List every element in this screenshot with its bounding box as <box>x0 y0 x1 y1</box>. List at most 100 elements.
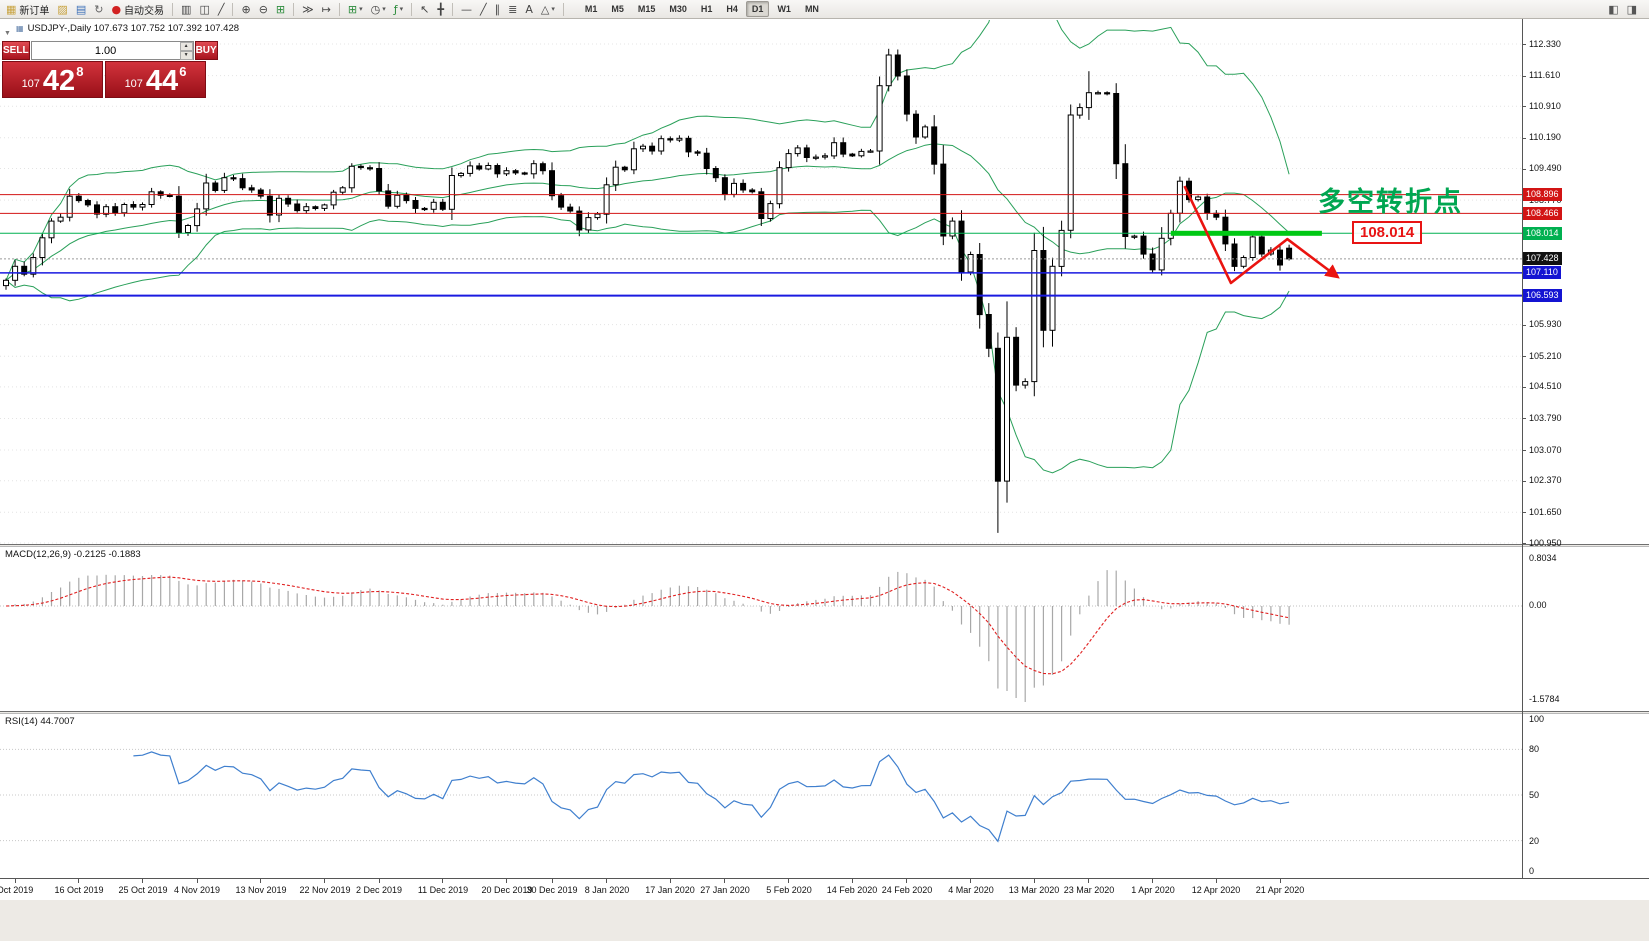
timeframe-group: M1 M5 M15 M30 H1 H4 D1 W1 MN <box>578 1 826 17</box>
toolbar-separator <box>232 2 234 16</box>
cursor-tool-button[interactable]: ↖ <box>417 1 432 17</box>
tile-windows-button[interactable]: ⊞ <box>273 1 288 17</box>
one-click-trading-panel: SELL ▲ ▼ BUY 107 42 8 107 44 6 <box>2 41 218 98</box>
window-bottom-area <box>0 900 1649 941</box>
window-right-layout-button[interactable]: ◨ <box>1624 1 1640 17</box>
crosshair-tool-button[interactable]: ╋ <box>434 1 447 17</box>
sell-price-button[interactable]: 107 42 8 <box>2 61 103 98</box>
chart-shift-button[interactable]: ↦ <box>319 1 334 17</box>
text-tool-button[interactable]: A <box>522 1 536 17</box>
data-window-button-icon: ▤ <box>75 2 87 16</box>
timeframe-button-h4[interactable]: H4 <box>726 4 738 14</box>
auto-trading-button[interactable]: ● 自动交易 <box>111 2 165 17</box>
rsi-axis-label: 100 <box>1529 714 1545 724</box>
cursor-tool-button-icon: ↖ <box>420 2 430 16</box>
toolbar-right-group: ◧ ◨ <box>1604 1 1641 17</box>
price-axis[interactable]: 112.330111.610110.910110.190109.490108.7… <box>1522 0 1649 900</box>
timeframe-button-m5[interactable]: M5 <box>611 4 624 14</box>
refresh-button[interactable]: ↻ <box>91 1 106 17</box>
horizontal-line-tool-button[interactable]: — <box>458 1 475 17</box>
timeframe-button-m15[interactable]: M15 <box>637 4 656 14</box>
time-axis[interactable]: Oct 2019 16 Oct 2019 25 Oct 2019 4 Nov 2019… <box>0 878 1649 900</box>
timeframe-button-m30[interactable]: M30 <box>669 4 687 14</box>
shapes-tool-dropdown-icon: △ <box>540 2 550 16</box>
window-left-layout-button[interactable]: ◧ <box>1605 1 1621 17</box>
rsi-indicator <box>0 748 1522 843</box>
zoom-in-button[interactable]: ⊕ <box>238 1 253 17</box>
chevron-down-icon: ▾ <box>399 6 404 13</box>
sell-button[interactable]: SELL <box>2 41 30 60</box>
pane-separator-rsi[interactable] <box>0 711 1649 714</box>
trendline-tool-button[interactable]: ╱ <box>477 1 490 17</box>
time-axis-label: 12 Apr 2020 <box>1191 885 1241 895</box>
price-axis-label: 110.190 <box>1529 132 1561 142</box>
data-window-button[interactable]: ▤ <box>73 1 89 17</box>
price-label-annotation[interactable]: 108.014 <box>1352 221 1423 244</box>
price-badge-108.896: 108.896 <box>1523 188 1562 201</box>
bar-chart-type-button[interactable]: ▥ <box>178 1 194 17</box>
price-axis-label: 101.650 <box>1529 507 1562 517</box>
price-axis-label: 104.510 <box>1529 381 1562 391</box>
period-dropdown[interactable]: ◷ ▾ <box>368 1 389 17</box>
time-axis-label: 30 Dec 2019 <box>526 885 578 895</box>
buy-button[interactable]: BUY <box>194 41 218 60</box>
fibonacci-tool-button-icon: ≣ <box>508 2 518 16</box>
timeframe-button-m1[interactable]: M1 <box>584 4 598 14</box>
time-axis-label: 25 Oct 2019 <box>118 885 168 895</box>
volume-input[interactable] <box>31 42 180 59</box>
shapes-tool-dropdown[interactable]: △ ▾ <box>538 1 558 17</box>
candlestick-series <box>3 48 1293 533</box>
timeframe-button-mn[interactable]: MN <box>804 4 819 14</box>
timeframe-button-d1[interactable]: D1 <box>745 1 770 17</box>
price-axis-label: 105.930 <box>1529 319 1562 329</box>
rsi-axis-label: 80 <box>1529 744 1540 754</box>
buy-price-big: 44 <box>145 65 179 98</box>
charts-profile-button-icon: ▨ <box>57 2 68 16</box>
time-axis-label: 27 Jan 2020 <box>700 885 750 895</box>
one-click-collapse-toggle[interactable]: ▼ <box>4 30 11 37</box>
chevron-down-icon: ▾ <box>382 6 386 13</box>
time-axis-label: 20 Dec 2019 <box>481 885 533 895</box>
chevron-down-icon: ▾ <box>359 6 363 13</box>
time-axis-label: 23 Mar 2020 <box>1063 885 1115 895</box>
line-chart-type-button[interactable]: ╱ <box>215 1 228 17</box>
time-axis-label: 14 Feb 2020 <box>826 885 878 895</box>
volume-increase-button[interactable]: ▲ <box>179 42 193 51</box>
timeframe-button-h1[interactable]: H1 <box>700 4 713 14</box>
window-left-layout-button-icon: ◧ <box>1608 2 1619 16</box>
sell-price-big: 42 <box>42 65 76 98</box>
turning-point-text-annotation[interactable]: 多空转折点 <box>1318 187 1463 217</box>
charts-profile-button[interactable]: ▨ <box>54 1 70 17</box>
new-chart-dropdown[interactable]: ⊞ ▾ <box>345 1 366 17</box>
time-axis-label: 4 Nov 2019 <box>173 885 221 895</box>
sell-price-prefix: 107 <box>21 78 40 90</box>
indicators-dropdown[interactable]: ƒ ▾ <box>391 1 406 17</box>
zoom-out-button[interactable]: ⊖ <box>256 1 271 17</box>
volume-decrease-button[interactable]: ▼ <box>179 51 193 60</box>
toolbar-separator <box>451 2 453 16</box>
crosshair-tool-button-icon: ╋ <box>437 2 444 16</box>
period-dropdown-icon: ◷ <box>370 2 381 16</box>
channel-tool-button[interactable]: ∥ <box>492 1 504 17</box>
buy-price-button[interactable]: 107 44 6 <box>105 61 206 98</box>
toolbar-separator <box>562 2 564 16</box>
candlestick-chart-type-button[interactable]: ◫ <box>196 1 212 17</box>
pane-separator-macd[interactable] <box>0 544 1649 547</box>
timeframe-button-w1[interactable]: W1 <box>777 4 791 14</box>
time-axis-label: 21 Apr 2020 <box>1255 885 1305 895</box>
time-axis-label: Oct 2019 <box>0 885 34 895</box>
sell-price-sup: 8 <box>76 64 84 79</box>
price-badge-107.428: 107.428 <box>1523 252 1562 265</box>
trend-arrow-annotation[interactable] <box>1183 185 1340 285</box>
fibonacci-tool-button[interactable]: ≣ <box>505 1 520 17</box>
auto-scroll-button[interactable]: ≫ <box>299 1 317 17</box>
text-tool-button-icon: A <box>525 2 533 16</box>
volume-spinner: ▲ ▼ <box>179 42 193 60</box>
rsi-axis-label: 50 <box>1529 790 1540 800</box>
support-level-bar[interactable] <box>1170 230 1322 236</box>
buy-price-prefix: 107 <box>124 78 143 90</box>
toolbar-left-group: ▦ 新订单 ▨ ▤ ↻ ● 自动交易 ▥ ◫ ╱ ⊕ ⊖ ⊞ ≫ ↦ ⊞ ▾ ◷ ▾ ƒ ▾ ↖ ╋ — ╱ ∥ ≣ A △ ▾ <box>2 1 568 17</box>
new-order-button[interactable]: ▦ 新订单 <box>6 2 50 17</box>
